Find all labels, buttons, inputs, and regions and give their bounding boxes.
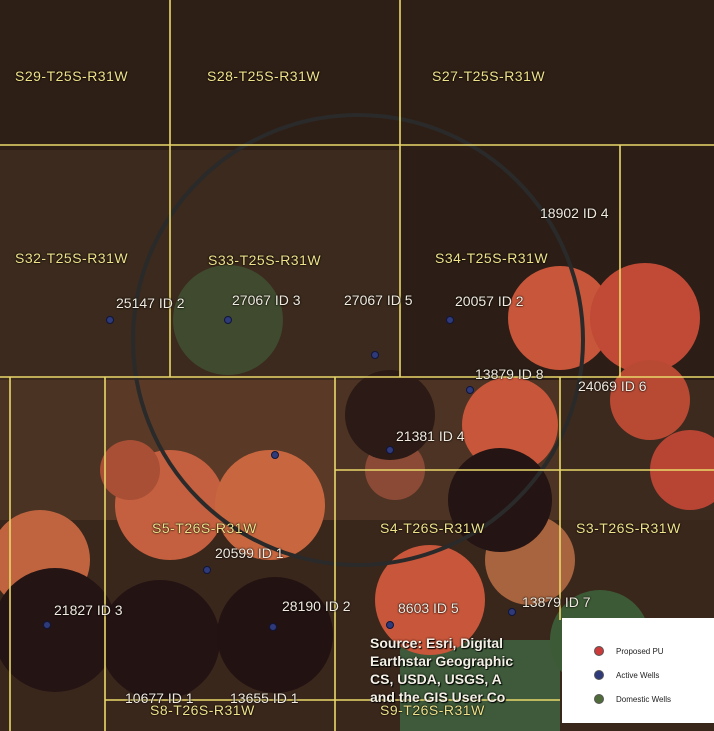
section-label: S8-T26S-R31W xyxy=(150,702,255,718)
well-label: 27067 ID 3 xyxy=(232,292,301,308)
well-label: 21827 ID 3 xyxy=(54,602,123,618)
legend-item: Proposed PU xyxy=(594,646,664,656)
section-label: S34-T25S-R31W xyxy=(435,250,549,266)
legend-item: Active Wells xyxy=(594,670,659,680)
map-attribution: Source: Esri, Digital Earthstar Geograph… xyxy=(370,634,560,706)
active-well-symbol-icon xyxy=(594,670,604,680)
well-label: 24069 ID 6 xyxy=(578,378,647,394)
attribution-line: Source: Esri, Digital xyxy=(370,635,504,651)
legend-item: Domestic Wells xyxy=(594,694,671,704)
well-label: 28190 ID 2 xyxy=(282,598,351,614)
domestic-well-symbol-icon xyxy=(594,694,604,704)
well-label: 21381 ID 4 xyxy=(396,428,465,444)
section-label: S5-T26S-R31W xyxy=(152,520,257,536)
well-label: 13655 ID 1 xyxy=(230,690,299,706)
section-label: S29-T25S-R31W xyxy=(15,68,129,84)
proposed-pu-symbol-icon xyxy=(594,646,604,656)
section-label: S28-T25S-R31W xyxy=(207,68,321,84)
attribution-line: Earthstar Geographic xyxy=(370,653,514,669)
well-label: 13879 ID 8 xyxy=(475,366,544,382)
section-label: S3-T26S-R31W xyxy=(576,520,681,536)
attribution-line: and the GIS User Co xyxy=(370,689,506,705)
section-label: S33-T25S-R31W xyxy=(208,252,322,268)
well-label: 20057 ID 2 xyxy=(455,293,524,309)
section-label: S9-T26S-R31W xyxy=(380,702,485,718)
legend-label: Active Wells xyxy=(616,670,660,680)
legend-label: Domestic Wells xyxy=(616,694,671,704)
section-label: S32-T25S-R31W xyxy=(15,250,129,266)
legend-label: Proposed PU xyxy=(616,646,664,656)
well-label: 20599 ID 1 xyxy=(215,545,284,561)
well-label: 13879 ID 7 xyxy=(522,594,591,610)
attribution-line: CS, USDA, USGS, A xyxy=(370,671,502,687)
well-label: 18902 ID 4 xyxy=(540,205,609,221)
section-label: S27-T25S-R31W xyxy=(432,68,546,84)
well-label: 27067 ID 5 xyxy=(344,292,413,308)
well-label: 8603 ID 5 xyxy=(398,600,459,616)
map-legend: Proposed PU Active Wells Domestic Wells xyxy=(562,618,714,723)
well-label: 10677 ID 1 xyxy=(125,690,194,706)
section-label: S4-T26S-R31W xyxy=(380,520,485,536)
well-label: 25147 ID 2 xyxy=(116,295,185,311)
